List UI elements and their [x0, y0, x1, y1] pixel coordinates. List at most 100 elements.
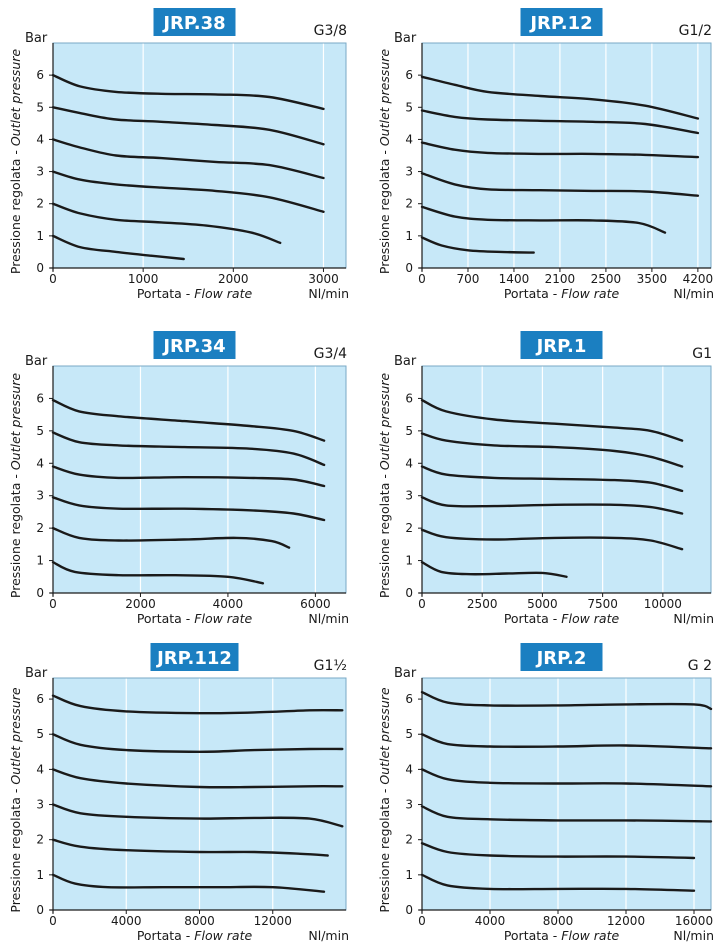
y-tick-label: 2	[405, 521, 413, 535]
x-tick-label: 4000	[213, 597, 244, 611]
x-tick-label: 12000	[254, 914, 292, 928]
x-tick-label: 0	[418, 597, 426, 611]
flow-curve-1	[51, 561, 265, 585]
model-title: JRP.112	[155, 648, 232, 669]
y-axis-title: Pressione regolata - Outlet pressure	[377, 49, 392, 274]
flow-curve-5	[51, 733, 344, 753]
flow-curve-5	[420, 733, 713, 750]
x-tick-label: 3500	[637, 272, 668, 286]
y-tick-label: 3	[36, 165, 44, 179]
flow-curve-2	[420, 842, 696, 860]
chart-panel-2: 0 1 2 3 4 5 6 0 700 1400 2100 2500 3500 4200 BarPressi…	[377, 8, 714, 301]
y-tick-label: 4	[36, 762, 44, 776]
model-badge	[150, 643, 239, 671]
x-tick-label: 4000	[475, 914, 506, 928]
y-unit-label: Bar	[394, 31, 417, 46]
flow-curve-4	[420, 141, 700, 159]
y-axis-title: Pressione regolata - Outlet pressure	[8, 687, 23, 912]
y-tick-label: 3	[405, 165, 413, 179]
y-tick-label: 2	[405, 833, 413, 847]
x-tick-label: 3000	[308, 272, 339, 286]
model-badge	[153, 8, 236, 36]
y-tick-label: 5	[36, 424, 44, 438]
x-axis-title: Portata - Flow rate	[504, 928, 620, 943]
model-badge	[520, 643, 603, 671]
flow-curve-4	[51, 138, 325, 180]
y-tick-label: 5	[405, 727, 413, 741]
flow-curve-4	[420, 465, 684, 493]
x-tick-label: 16000	[675, 914, 713, 928]
x-tick-label: 0	[418, 914, 426, 928]
flow-curve-1	[420, 236, 535, 254]
x-tick-label: 7500	[587, 597, 618, 611]
y-tick-label: 2	[36, 521, 44, 535]
flow-curve-2	[51, 838, 329, 857]
y-unit-label: Bar	[25, 666, 48, 681]
flow-curve-1	[420, 873, 696, 892]
y-tick-label: 2	[36, 197, 44, 211]
y-tick-label: 1	[405, 229, 413, 243]
flow-curve-6	[51, 73, 325, 111]
flow-curve-3	[51, 496, 326, 522]
y-tick-label: 4	[36, 456, 44, 470]
y-tick-label: 6	[36, 391, 44, 405]
y-tick-label: 1	[36, 229, 44, 243]
y-unit-label: Bar	[25, 354, 48, 369]
flow-curve-4	[420, 768, 713, 788]
y-tick-label: 6	[405, 68, 413, 82]
y-tick-label: 4	[405, 132, 413, 146]
thread-size-label: G1	[692, 346, 712, 362]
x-axis-title: Portata - Flow rate	[137, 286, 253, 301]
flow-curve-6	[51, 694, 344, 715]
y-tick-label: 1	[405, 868, 413, 882]
flow-curve-1	[51, 873, 326, 893]
x-unit-label: Nl/min	[673, 928, 714, 943]
x-axis-title: Portata - Flow rate	[137, 928, 253, 943]
x-tick-label: 2000	[125, 597, 156, 611]
x-tick-label: 2100	[545, 272, 576, 286]
flow-curve-2	[51, 526, 291, 549]
y-tick-label: 1	[405, 554, 413, 568]
thread-size-label: G3/8	[314, 23, 347, 39]
x-tick-label: 6000	[300, 597, 331, 611]
flow-curve-2	[420, 528, 684, 551]
y-tick-label: 6	[36, 68, 44, 82]
flow-curve-3	[51, 803, 344, 828]
y-axis-title: Pressione regolata - Outlet pressure	[377, 373, 392, 598]
y-tick-label: 4	[405, 456, 413, 470]
x-tick-label: 2500	[467, 597, 498, 611]
flow-curve-5	[51, 106, 325, 146]
x-tick-label: 1400	[499, 272, 530, 286]
x-unit-label: Nl/min	[673, 611, 714, 626]
y-tick-label: 0	[405, 586, 413, 600]
y-tick-label: 3	[36, 798, 44, 812]
x-tick-label: 2000	[218, 272, 249, 286]
model-badge	[520, 331, 603, 359]
y-tick-label: 0	[405, 903, 413, 917]
x-tick-label: 0	[418, 272, 426, 286]
x-tick-label: 1000	[128, 272, 159, 286]
x-tick-label: 4000	[111, 914, 142, 928]
x-unit-label: Nl/min	[308, 286, 349, 301]
flow-curve-3	[51, 170, 325, 213]
flow-curve-2	[420, 205, 667, 234]
flow-curve-2	[51, 202, 282, 245]
flow-curve-1	[420, 561, 568, 578]
x-unit-label: Nl/min	[308, 611, 349, 626]
flow-curve-6	[51, 398, 326, 442]
flow-curve-5	[420, 432, 684, 468]
model-title: JRP.1	[535, 336, 587, 357]
flow-curve-5	[420, 109, 700, 135]
flow-curve-6	[420, 75, 700, 120]
x-tick-label: 700	[457, 272, 480, 286]
model-title: JRP.2	[535, 648, 587, 669]
x-axis-title: Portata - Flow rate	[504, 286, 620, 301]
model-badge	[153, 331, 236, 359]
x-tick-label: 12000	[607, 914, 645, 928]
x-axis-title: Portata - Flow rate	[504, 611, 620, 626]
y-tick-label: 3	[405, 489, 413, 503]
